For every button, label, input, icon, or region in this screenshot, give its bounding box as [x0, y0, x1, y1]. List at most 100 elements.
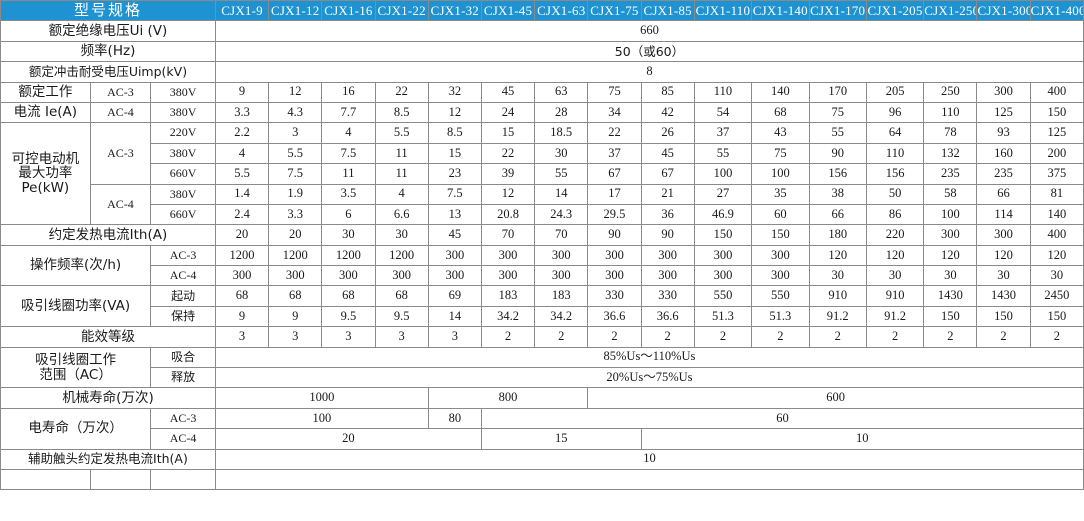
cell-eff-4: 3 [427, 326, 482, 348]
cell-eleclife-ac4-2: 10 [640, 428, 1084, 450]
cell-eff-8: 2 [640, 326, 695, 348]
cell-eleclife-ac4-0: 20 [214, 428, 482, 450]
cell-pe-ac3-660-15: 375 [1029, 163, 1084, 185]
cell-pe-ac3-380-9: 55 [693, 142, 753, 165]
label-ac4: AC-4 [89, 101, 152, 124]
cell-pe-ac4-380-5: 12 [480, 183, 536, 205]
cell-coilstart-4: 69 [427, 285, 482, 307]
row-op-freq-ac3: 操作频率(次/h) AC-3 1200 1200 1200 1200 300 3… [0, 244, 1084, 287]
cell-pe-ac4-660-3: 6.6 [374, 203, 429, 226]
cell-coilhold-7: 36.6 [587, 305, 642, 328]
row-power-ac3-660: 660V 5.5 7.5 11 11 23 39 55 67 67 100 10… [1, 163, 1084, 185]
model-header-15: CJX1-400 [1029, 0, 1084, 22]
label-thermal-current: 约定发热电流Ith(A) [0, 224, 216, 246]
cell-pe-ac3-220-12: 64 [865, 122, 925, 144]
cell-coilhold-0: 9 [214, 305, 270, 328]
cell-eff-15: 2 [1029, 326, 1084, 348]
label-efficiency-grade: 能效等级 [0, 326, 216, 348]
label-rated-current-line1: 额定工作 [0, 81, 91, 103]
cell-pe-ac3-220-13: 78 [923, 122, 978, 144]
cell-opfreq-ac3-9: 300 [693, 244, 753, 267]
label-ac3: AC-3 [150, 407, 216, 430]
cell-pe-ac4-660-9: 46.9 [693, 203, 753, 226]
cell-ie-ac3-0: 9 [214, 81, 270, 103]
cell-pe-ac3-660-2: 11 [321, 163, 376, 185]
table-header-row: 型号规格 CJX1-9 CJX1-12 CJX1-16 CJX1-22 CJX1… [0, 0, 1084, 22]
cell-ith-14: 300 [976, 224, 1031, 246]
cell-pe-ac4-380-13: 58 [923, 183, 978, 205]
cell-coilhold-4: 14 [427, 305, 482, 328]
cell-pe-ac4-380-1: 1.9 [268, 183, 323, 205]
label-380v: 380V [150, 81, 216, 103]
cell-pe-ac3-660-0: 5.5 [214, 163, 270, 185]
value-coil-attract-range: 85%Us～110%Us [214, 346, 1084, 369]
cell-eff-13: 2 [923, 326, 978, 348]
cell-pe-ac3-660-9: 100 [693, 163, 753, 185]
label-ac4: AC-4 [150, 428, 216, 450]
cell-opfreq-ac4-3: 300 [374, 265, 429, 287]
cell-ie-ac3-15: 400 [1029, 81, 1084, 103]
cell-pe-ac3-380-2: 7.5 [321, 142, 376, 165]
cell-mechlife-1: 800 [427, 387, 589, 409]
cell-pe-ac3-220-0: 2.2 [214, 122, 270, 144]
row-electrical-life-ac4: AC-4 20 15 10 [1, 428, 1084, 450]
cell-ie-ac3-10: 140 [751, 81, 810, 103]
label-220v: 220V [150, 122, 216, 144]
row-power-ac3-380: 380V 4 5.5 7.5 11 15 22 30 37 45 55 75 9… [1, 142, 1084, 165]
cell-pe-ac3-220-1: 3 [268, 122, 323, 144]
cell-pe-ac3-380-14: 160 [976, 142, 1031, 165]
label-aux-thermal-current: 辅助触头约定发热电流Ith(A) [0, 448, 216, 470]
value-impulse-voltage: 8 [214, 61, 1084, 83]
value-frequency: 50（或60） [214, 40, 1084, 63]
cell-ie-ac4-10: 68 [751, 101, 810, 124]
cell-coilstart-6: 183 [534, 285, 589, 307]
cell-coilhold-6: 34.2 [534, 305, 589, 328]
label-hold: 保持 [150, 305, 216, 328]
cell-coilstart-13: 1430 [923, 285, 978, 307]
cell-opfreq-ac4-8: 300 [640, 265, 695, 287]
cell-opfreq-ac3-10: 300 [751, 244, 810, 267]
label-attract: 吸合 [150, 346, 216, 369]
clipped-cell-value [214, 468, 1084, 491]
cell-opfreq-ac4-5: 300 [480, 265, 536, 287]
cell-pe-ac3-380-1: 5.5 [268, 142, 323, 165]
cell-ie-ac4-14: 125 [976, 101, 1031, 124]
cell-eff-11: 2 [808, 326, 867, 348]
row-rated-current-ac3: 额定工作 AC-3 380V 9 12 16 22 32 45 63 75 85… [0, 81, 1084, 103]
cell-pe-ac3-220-7: 22 [587, 122, 642, 144]
cell-ith-2: 30 [321, 224, 376, 246]
cell-mechlife-0: 1000 [214, 387, 429, 409]
cell-pe-ac3-220-2: 4 [321, 122, 376, 144]
cell-pe-ac4-380-4: 7.5 [427, 183, 482, 205]
model-header-14: CJX1-300 [976, 0, 1031, 22]
header-title: 型号规格 [0, 0, 216, 22]
cell-opfreq-ac3-6: 300 [534, 244, 589, 267]
cell-opfreq-ac4-7: 300 [587, 265, 642, 287]
cell-pe-ac4-660-13: 100 [923, 203, 978, 226]
cell-eff-0: 3 [214, 326, 270, 348]
label-mechanical-life: 机械寿命(万次) [0, 387, 216, 409]
cell-pe-ac3-660-8: 67 [640, 163, 695, 185]
cell-pe-ac4-660-6: 24.3 [534, 203, 589, 226]
specification-table: 型号规格 CJX1-9 CJX1-12 CJX1-16 CJX1-22 CJX1… [0, 0, 1084, 491]
cell-opfreq-ac3-14: 120 [976, 244, 1031, 267]
cell-pe-ac4-380-14: 66 [976, 183, 1031, 205]
cell-eff-7: 2 [587, 326, 642, 348]
cell-ie-ac3-8: 85 [640, 81, 695, 103]
cell-pe-ac4-380-10: 35 [751, 183, 810, 205]
label-660v: 660V [150, 203, 216, 226]
cell-ith-9: 150 [693, 224, 753, 246]
cell-mechlife-2: 600 [587, 387, 1084, 409]
cell-opfreq-ac4-10: 300 [751, 265, 810, 287]
row-electrical-life-ac3: 电寿命（万次） AC-3 100 80 60 [0, 407, 1084, 450]
cell-pe-ac4-380-7: 17 [587, 183, 642, 205]
label-operating-frequency: 操作频率(次/h) [0, 244, 152, 287]
row-partial-clipped [0, 468, 1084, 491]
cell-pe-ac3-660-5: 39 [480, 163, 536, 185]
row-mechanical-life: 机械寿命(万次) 1000 800 600 [0, 387, 1084, 409]
cell-opfreq-ac3-8: 300 [640, 244, 695, 267]
row-impulse-voltage: 额定冲击耐受电压Uimp(kV) 8 [0, 61, 1084, 83]
cell-pe-ac3-380-15: 200 [1029, 142, 1084, 165]
cell-pe-ac4-660-5: 20.8 [480, 203, 536, 226]
cell-pe-ac3-660-10: 100 [751, 163, 810, 185]
